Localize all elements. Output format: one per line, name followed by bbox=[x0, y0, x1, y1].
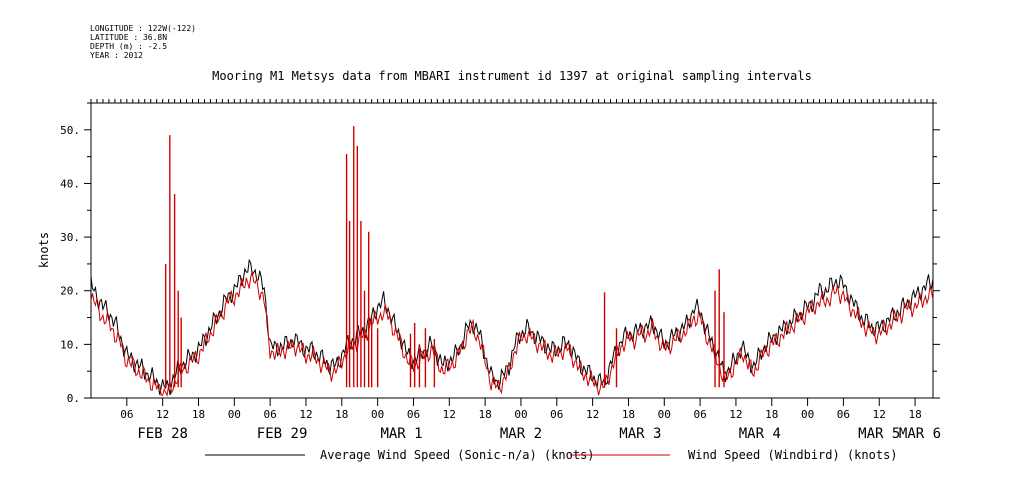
x-tick-label: 00 bbox=[514, 408, 527, 421]
x-tick-label: 00 bbox=[658, 408, 671, 421]
x-tick-label: 06 bbox=[693, 408, 706, 421]
x-date-label: MAR 6 bbox=[899, 426, 941, 442]
y-tick-label: 30. bbox=[60, 231, 80, 244]
y-tick-label: 50. bbox=[60, 124, 80, 137]
y-tick-label: 0. bbox=[67, 392, 80, 405]
meta-line: DEPTH (m) : -2.5 bbox=[90, 42, 167, 51]
y-tick-label: 10. bbox=[60, 338, 80, 351]
x-date-label: MAR 3 bbox=[619, 426, 661, 442]
x-tick-label: 00 bbox=[801, 408, 814, 421]
x-date-label: MAR 4 bbox=[739, 426, 781, 442]
x-tick-label: 06 bbox=[407, 408, 420, 421]
x-tick-label: 18 bbox=[622, 408, 635, 421]
meta-line: YEAR : 2012 bbox=[90, 51, 143, 60]
x-tick-label: 18 bbox=[192, 408, 205, 421]
y-tick-label: 40. bbox=[60, 177, 80, 190]
y-axis-label: knots bbox=[37, 232, 51, 268]
x-tick-label: 00 bbox=[228, 408, 241, 421]
x-tick-label: 18 bbox=[479, 408, 492, 421]
x-tick-label: 12 bbox=[156, 408, 169, 421]
x-date-label: FEB 28 bbox=[137, 426, 188, 442]
series-line-windbird-wind-speed bbox=[90, 270, 934, 397]
series-line-average-wind-speed bbox=[90, 258, 934, 396]
x-tick-label: 12 bbox=[299, 408, 312, 421]
x-tick-label: 18 bbox=[335, 408, 348, 421]
meta-line: LATITUDE : 36.8N bbox=[90, 33, 167, 42]
x-tick-label: 12 bbox=[729, 408, 742, 421]
x-date-label: FEB 29 bbox=[257, 426, 308, 442]
x-tick-label: 06 bbox=[264, 408, 277, 421]
x-tick-label: 18 bbox=[908, 408, 921, 421]
x-date-label: MAR 1 bbox=[380, 426, 422, 442]
x-tick-label: 12 bbox=[873, 408, 886, 421]
x-tick-label: 06 bbox=[550, 408, 563, 421]
x-tick-label: 18 bbox=[765, 408, 778, 421]
legend-label-average: Average Wind Speed (Sonic-n/a) (knots) bbox=[320, 448, 595, 462]
x-tick-label: 12 bbox=[443, 408, 456, 421]
chart-title: Mooring M1 Metsys data from MBARI instru… bbox=[212, 69, 812, 83]
x-tick-label: 12 bbox=[586, 408, 599, 421]
x-tick-label: 00 bbox=[371, 408, 384, 421]
meta-line: LONGITUDE : 122W(-122) bbox=[90, 24, 196, 33]
x-tick-label: 06 bbox=[120, 408, 133, 421]
y-tick-label: 20. bbox=[60, 285, 80, 298]
plot-frame bbox=[90, 102, 934, 399]
x-date-label: MAR 5 bbox=[858, 426, 900, 442]
x-date-label: MAR 2 bbox=[500, 426, 542, 442]
legend-label-windbird: Wind Speed (Windbird) (knots) bbox=[688, 448, 898, 462]
x-tick-label: 06 bbox=[837, 408, 850, 421]
